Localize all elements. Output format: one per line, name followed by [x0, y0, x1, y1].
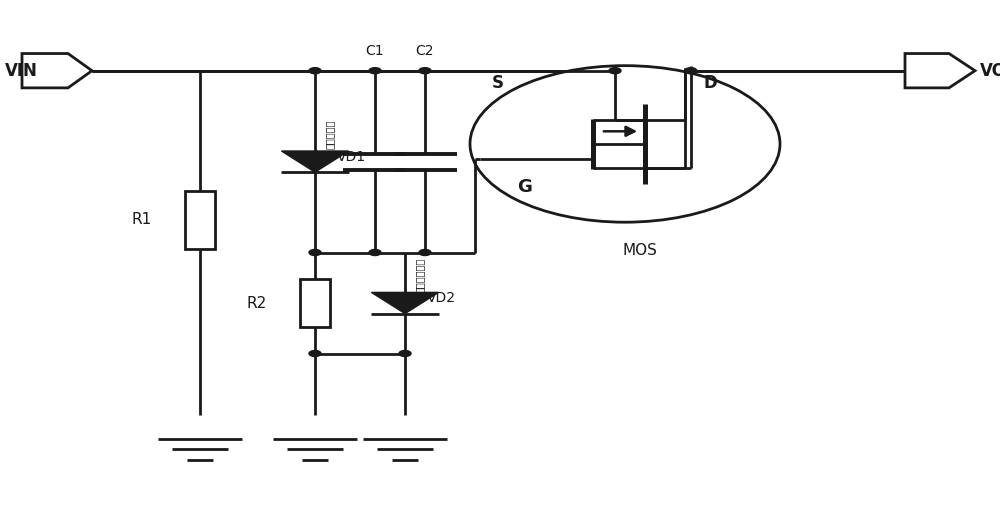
Polygon shape: [281, 151, 349, 172]
Text: R1: R1: [132, 212, 152, 227]
Text: C2: C2: [416, 44, 434, 58]
Circle shape: [419, 249, 431, 256]
Text: MOS: MOS: [623, 243, 657, 259]
Text: VIN: VIN: [5, 62, 38, 80]
Circle shape: [309, 249, 321, 256]
Circle shape: [309, 68, 321, 74]
Text: VD2: VD2: [427, 291, 456, 305]
Polygon shape: [371, 292, 439, 314]
Circle shape: [369, 68, 381, 74]
Text: VOUT: VOUT: [980, 62, 1000, 80]
Circle shape: [419, 68, 431, 74]
Text: G: G: [517, 178, 532, 196]
Circle shape: [685, 68, 697, 74]
Text: VD1: VD1: [337, 149, 366, 164]
Text: 稳压二极管: 稳压二极管: [325, 119, 335, 148]
Text: C1: C1: [366, 44, 384, 58]
Text: S: S: [492, 74, 504, 92]
Text: D: D: [703, 74, 717, 92]
Circle shape: [369, 249, 381, 256]
Circle shape: [309, 350, 321, 357]
Circle shape: [399, 350, 411, 357]
Text: R2: R2: [247, 295, 267, 311]
Bar: [185, 191, 215, 249]
Text: 肖特基二极管: 肖特基二极管: [415, 258, 425, 293]
Bar: [300, 279, 330, 327]
Circle shape: [609, 68, 621, 74]
